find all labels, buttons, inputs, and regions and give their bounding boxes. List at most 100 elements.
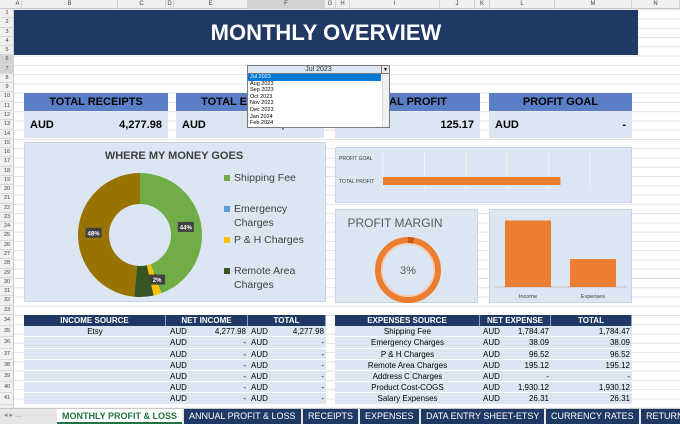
table-cell: AUD <box>251 383 268 393</box>
table-cell: Address C Charges <box>372 372 443 381</box>
donut-slice <box>140 173 202 294</box>
table-cell: AUD <box>170 360 187 370</box>
table-cell: 1,784.47 <box>598 327 630 337</box>
sheet-tab[interactable]: DATA ENTRY SHEET-ETSY <box>421 409 545 424</box>
tab-nav: ◂ ▸ … <box>4 412 22 419</box>
column-header: N <box>632 0 680 9</box>
card-currency: AUD <box>182 119 206 131</box>
dropdown-option[interactable]: Aug 2023 <box>250 80 274 87</box>
row-header: 13 <box>0 120 14 130</box>
table-cell: - <box>243 372 246 381</box>
table-cell: Salary Expenses <box>377 394 438 404</box>
table-cell: AUD <box>483 372 500 381</box>
sheet-tab[interactable]: RETURNS <box>641 409 680 424</box>
table-row <box>335 348 632 360</box>
table-cell: AUD <box>170 383 187 393</box>
table-cell: AUD <box>483 327 500 337</box>
row-header: 9 <box>0 83 14 93</box>
dropdown-option[interactable]: Feb 2024 <box>250 120 274 127</box>
table-cell: 26.31 <box>528 394 549 404</box>
income-expense-chart: Income Expenses <box>495 220 627 300</box>
data-label: 44% <box>180 225 193 231</box>
column-header: H <box>336 0 350 9</box>
column-header: M <box>555 0 632 9</box>
data-label: 2% <box>153 278 162 284</box>
table-cell: - <box>321 360 324 370</box>
profit-margin-gauge: PROFIT MARGIN 3% <box>347 216 443 303</box>
profit-bar-chart: PROFIT GOAL TOTAL PROFIT <box>339 152 591 189</box>
row-header: 18 <box>0 167 14 176</box>
table-row <box>24 371 326 383</box>
dropdown-option[interactable]: Jan 2024 <box>250 113 273 120</box>
table-row <box>335 359 632 371</box>
title-band: MONTHLY OVERVIEW <box>14 10 638 55</box>
table-cell: 96.52 <box>609 349 630 359</box>
table-row <box>24 359 326 371</box>
card-title: PROFIT GOAL <box>489 93 632 111</box>
legend-label: Remote Area Charges <box>234 265 295 291</box>
category-label: TOTAL PROFIT <box>339 179 374 185</box>
card-body <box>24 112 168 138</box>
donut-slice <box>78 173 140 297</box>
sheet-tab[interactable]: EXPENSES <box>360 409 419 424</box>
table-row <box>24 382 326 394</box>
table-cell: AUD <box>483 338 500 348</box>
dropdown-option[interactable]: Jul 2023 <box>248 74 381 81</box>
table-cell: - <box>321 338 324 348</box>
table-cell: - <box>243 349 246 359</box>
table-cell: 38.09 <box>609 338 630 348</box>
row-header: 27 <box>0 250 14 260</box>
row-header: 21 <box>0 194 14 204</box>
table-header: TOTAL <box>248 315 326 326</box>
table-header: NET EXPENSE <box>480 315 551 326</box>
legend-line: Remote Area <box>234 265 295 277</box>
column-header: B <box>22 0 118 9</box>
column-header-bar <box>0 0 680 9</box>
sheet-tab[interactable]: ANNUAL PROFIT & LOSS <box>184 409 301 424</box>
table-row <box>24 337 326 349</box>
card-currency: AUD <box>30 119 54 131</box>
card-amount: - <box>622 119 626 131</box>
table-cell: 4,277.98 <box>292 327 324 337</box>
row-header: 6 <box>0 55 14 65</box>
table-cell: - <box>321 383 324 393</box>
table-cell: AUD <box>170 327 187 337</box>
table-cell: Shipping Fee <box>383 327 432 337</box>
table-cell: 1,930.12 <box>517 383 549 393</box>
table-cell: Product Cost-COGS <box>371 383 444 393</box>
table-row <box>335 371 632 383</box>
row-header: 36 <box>0 337 14 349</box>
dropdown-option[interactable]: Dec 2023 <box>250 107 274 113</box>
bar <box>505 220 551 287</box>
column-header: C <box>118 0 166 9</box>
dropdown-option[interactable]: Sep 2023 <box>250 87 274 94</box>
row-header: 23 <box>0 213 14 223</box>
column-header: L <box>490 0 555 9</box>
table-cell: AUD <box>251 394 268 404</box>
table-row <box>24 326 326 338</box>
table-cell: AUD <box>483 383 500 393</box>
table-cell: AUD <box>483 360 500 370</box>
table-row <box>335 393 632 405</box>
table-cell: 1,930.12 <box>598 383 630 393</box>
column-header: J <box>440 0 475 9</box>
sheet-tab[interactable]: RECEIPTS <box>303 409 359 424</box>
table-cell: AUD <box>170 349 187 359</box>
sheet-tab[interactable]: MONTHLY PROFIT & LOSS <box>57 409 183 424</box>
sheet-tab[interactable]: CURRENCY RATES <box>546 409 639 424</box>
table-header: INCOME SOURCE <box>24 315 166 326</box>
card-currency: AUD <box>495 119 519 131</box>
table-row <box>24 393 326 405</box>
table-cell: AUD <box>483 394 500 404</box>
card-title: TOTAL RECEIPTS <box>24 93 168 111</box>
row-header: 37 <box>0 349 14 360</box>
donut-slice <box>134 265 154 297</box>
table-cell: 38.09 <box>528 338 549 348</box>
row-header: 8 <box>0 74 14 84</box>
table-header: EXPENSES SOURCE <box>335 315 480 326</box>
dropdown-option[interactable]: Oct 2023 <box>250 93 273 100</box>
dropdown-option[interactable]: Nov 2023 <box>250 100 274 107</box>
row-header-bar <box>0 9 14 409</box>
table-cell: 26.31 <box>609 394 630 404</box>
